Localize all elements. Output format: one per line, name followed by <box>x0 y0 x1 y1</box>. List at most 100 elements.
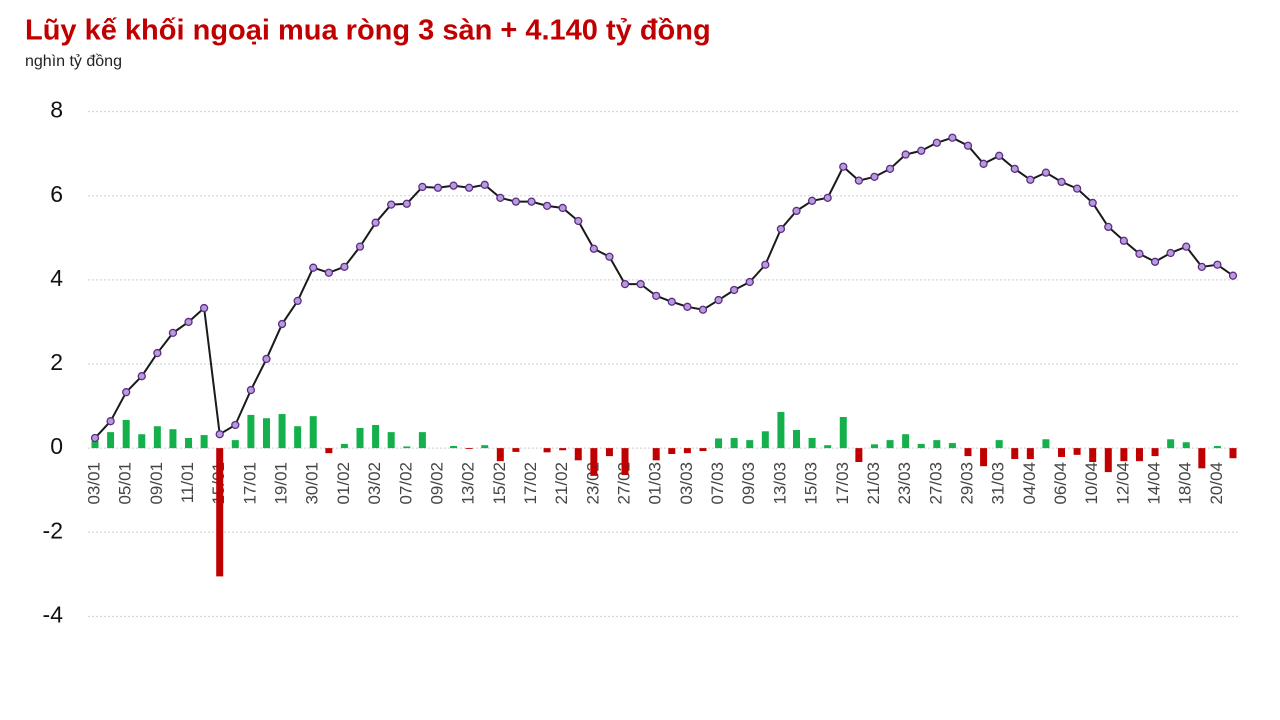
bar <box>933 440 941 449</box>
x-tick-label: 07/03 <box>708 462 727 505</box>
chart-subtitle: nghìn tỷ đồng <box>25 53 122 70</box>
line-marker <box>979 159 988 168</box>
x-tick-label: 18/04 <box>1176 462 1195 505</box>
line-marker <box>418 182 427 192</box>
x-tick-label: 13/03 <box>770 462 789 505</box>
bar <box>169 429 177 449</box>
bar <box>1058 448 1066 457</box>
line-marker <box>1135 249 1144 258</box>
y-tick-label: 0 <box>50 433 63 459</box>
x-tick-label: 14/04 <box>1145 462 1164 505</box>
line-marker <box>542 201 552 211</box>
x-tick-label: 31/03 <box>989 462 1008 505</box>
y-tick-label: 2 <box>50 349 63 375</box>
bar <box>870 444 878 449</box>
line-marker <box>511 197 521 206</box>
line-marker <box>652 291 661 301</box>
line-marker <box>776 224 786 234</box>
line-marker <box>1072 184 1082 193</box>
bar <box>621 448 629 476</box>
bar <box>777 411 785 449</box>
y-tick-label: -4 <box>43 601 64 627</box>
line-marker <box>683 302 692 311</box>
x-tick-label: 20/04 <box>1207 462 1226 505</box>
bar <box>699 448 707 452</box>
line-marker <box>1197 262 1206 271</box>
line-marker <box>1104 222 1113 232</box>
bar <box>231 440 239 449</box>
line-marker <box>371 218 380 227</box>
bar <box>824 445 832 449</box>
bar <box>1089 448 1097 462</box>
bar <box>496 448 504 462</box>
line-marker <box>1057 177 1066 187</box>
x-tick-label: 23/03 <box>895 462 914 505</box>
line-marker <box>667 297 676 306</box>
x-tick-label: 07/02 <box>396 462 415 505</box>
x-tick-label: 17/03 <box>833 462 852 505</box>
line-marker <box>917 146 926 155</box>
bar <box>1167 439 1175 449</box>
bar <box>605 448 613 457</box>
line-marker <box>199 303 209 313</box>
line-marker <box>870 172 879 181</box>
x-tick-label: 06/04 <box>1051 462 1070 505</box>
line-marker <box>1026 175 1035 184</box>
line-marker <box>574 216 583 226</box>
x-tick-label: 09/03 <box>739 462 758 505</box>
x-tick-label: 13/02 <box>459 462 478 505</box>
x-tick-label: 21/02 <box>552 462 571 505</box>
bar <box>200 435 208 449</box>
line-marker <box>1119 236 1129 245</box>
line-marker <box>293 296 302 306</box>
line-marker <box>433 183 443 192</box>
line-marker <box>309 263 318 272</box>
bar <box>325 448 333 454</box>
bar <box>418 432 426 449</box>
bar <box>902 434 910 449</box>
bar <box>1229 448 1237 459</box>
line-marker <box>168 328 178 338</box>
bar <box>730 438 738 449</box>
line-marker <box>246 385 256 395</box>
bar <box>309 416 317 449</box>
line-marker <box>387 200 396 209</box>
x-tick-label: 23/02 <box>583 462 602 505</box>
bar <box>1042 439 1050 449</box>
line-marker <box>184 317 193 327</box>
x-tick-label: 09/01 <box>147 462 166 505</box>
bar <box>450 446 458 449</box>
line-marker <box>215 430 224 439</box>
bar <box>294 426 302 449</box>
bar <box>652 448 660 461</box>
bar <box>917 443 925 449</box>
line-marker <box>402 199 411 208</box>
x-tick-label: 15/03 <box>802 462 821 505</box>
bar <box>340 443 348 449</box>
x-tick-label: 12/04 <box>1113 462 1132 505</box>
bar <box>356 427 364 449</box>
line-marker <box>792 206 801 216</box>
bar <box>574 448 582 461</box>
line-marker <box>901 150 910 159</box>
line-marker <box>620 279 630 289</box>
line-marker <box>277 319 287 329</box>
bar <box>1182 442 1190 449</box>
bar <box>590 448 598 476</box>
bar <box>855 448 863 462</box>
line-marker <box>885 164 895 173</box>
line-marker <box>1010 164 1019 173</box>
bar <box>481 445 489 449</box>
bar <box>668 448 676 455</box>
line-marker <box>496 193 505 203</box>
line-marker <box>137 372 146 381</box>
bar <box>372 424 380 449</box>
line-marker <box>605 252 614 261</box>
bar <box>1151 448 1159 457</box>
line-marker <box>1228 271 1238 280</box>
bar <box>387 432 395 449</box>
line-marker <box>854 176 864 185</box>
x-tick-label: 21/03 <box>864 462 883 505</box>
x-tick-label: 05/01 <box>116 462 135 505</box>
